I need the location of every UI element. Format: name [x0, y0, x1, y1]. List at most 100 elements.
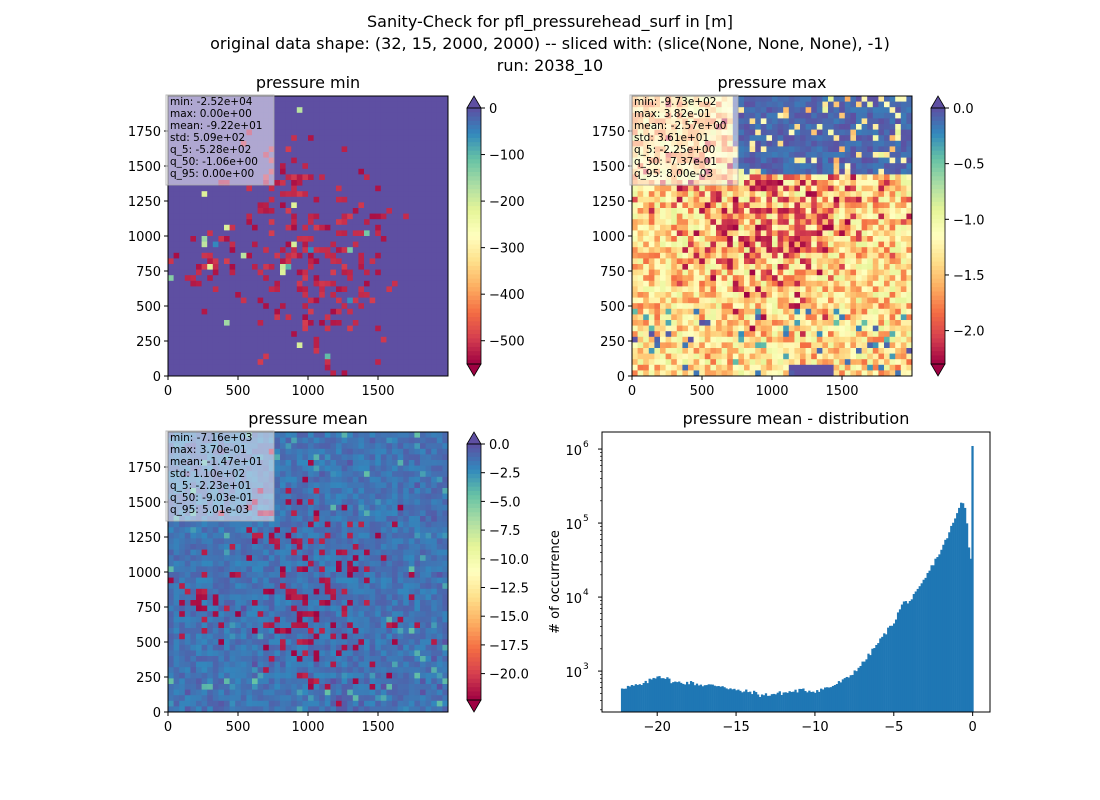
heatmap-cell [408, 258, 415, 265]
heatmap-cell [844, 308, 851, 315]
heatmap-cell [308, 275, 314, 282]
figure-title-line-1: Sanity-Check for pfl_pressurehead_surf i… [367, 12, 733, 31]
heatmap-cell [632, 230, 638, 237]
heatmap-cell [867, 219, 874, 226]
heatmap-cell [173, 275, 180, 282]
heatmap-cell [900, 196, 907, 203]
heatmap-cell [648, 264, 655, 270]
heatmap-cell [844, 202, 851, 209]
heatmap-cell [794, 219, 801, 226]
heatmap-cell [196, 308, 202, 315]
heatmap-cell [856, 325, 862, 332]
heatmap-cell [828, 286, 834, 293]
heatmap-cell [744, 202, 750, 209]
heatmap-cell [375, 168, 382, 175]
heatmap-cell [632, 264, 638, 270]
heatmap-cell [408, 219, 415, 226]
heatmap-cell [760, 275, 767, 282]
heatmap-cell [352, 348, 359, 354]
heatmap-cell [704, 252, 711, 259]
heatmap-cell [257, 241, 264, 248]
heatmap-cell [235, 348, 242, 354]
heatmap-cell [268, 191, 275, 198]
heatmap-cell [783, 353, 790, 360]
heatmap-cell [637, 348, 644, 354]
heatmap-cell [727, 359, 734, 366]
heatmap-cell [280, 269, 286, 276]
heatmap-cell [643, 208, 650, 214]
heatmap-cell [822, 353, 829, 360]
heatmap-cell [895, 174, 902, 181]
heatmap-cell [738, 286, 745, 293]
heatmap-cell [800, 180, 806, 186]
heatmap-cell [392, 208, 398, 214]
heatmap-cell [403, 124, 410, 130]
heatmap-cell [212, 297, 219, 304]
heatmap-cell [688, 202, 694, 209]
heatmap-cell [682, 213, 689, 220]
heatmap-cell [811, 241, 818, 248]
heatmap-cell [196, 325, 202, 332]
heatmap-cell [302, 342, 309, 349]
heatmap-cell [313, 297, 320, 304]
heatmap-cell [654, 208, 661, 214]
heatmap-cell [397, 275, 404, 282]
heatmap-cell [347, 325, 354, 332]
heatmap-cell [783, 280, 790, 287]
heatmap-cell [392, 129, 398, 136]
heatmap-cell [257, 213, 264, 220]
heatmap-cell [336, 185, 342, 192]
heatmap-cell [693, 230, 700, 237]
heatmap-cell [839, 118, 846, 125]
heatmap-cell [431, 180, 438, 186]
heatmap-cell [811, 269, 818, 276]
heatmap-cell [313, 101, 320, 108]
heatmap-cell [369, 241, 376, 248]
heatmap-cell [386, 208, 393, 214]
heatmap-cell [431, 185, 438, 192]
heatmap-cell [207, 208, 214, 214]
heatmap-cell [425, 252, 432, 259]
heatmap-cell [240, 241, 247, 248]
heatmap-cell [347, 353, 354, 360]
heatmap-cell [375, 364, 382, 371]
heatmap-cell [263, 202, 270, 209]
heatmap-cell [268, 336, 275, 343]
heatmap-cell [358, 348, 365, 354]
heatmap-cell [436, 124, 443, 130]
heatmap-cell [895, 157, 902, 164]
heatmap-cell [190, 252, 197, 259]
heatmap-cell [828, 168, 834, 175]
heatmap-cell [710, 258, 717, 265]
heatmap-cell [671, 236, 678, 242]
heatmap-cell [660, 348, 666, 354]
heatmap-cell [436, 297, 443, 304]
heatmap-cell [716, 320, 722, 326]
heatmap-cell [263, 348, 270, 354]
heatmap-cell [285, 208, 292, 214]
heatmap-cell [375, 303, 382, 310]
heatmap-cell [296, 152, 303, 158]
heatmap-cell [442, 118, 449, 125]
colorbar-segment [467, 359, 481, 365]
colorbar-segment [467, 321, 481, 327]
heatmap-cell [676, 275, 683, 282]
heatmap-cell [302, 353, 309, 360]
heatmap-cell [224, 308, 230, 315]
heatmap-cell [800, 174, 806, 181]
heatmap-cell [285, 191, 292, 198]
heatmap-cell [844, 297, 851, 304]
heatmap-cell [794, 280, 801, 287]
heatmap-cell [364, 359, 370, 366]
heatmap-cell [375, 213, 382, 220]
heatmap-cell [212, 320, 219, 326]
heatmap-cell [906, 107, 913, 114]
heatmap-cell [755, 258, 762, 265]
heatmap-cell [867, 129, 874, 136]
heatmap-cell [369, 359, 376, 366]
heatmap-cell [296, 196, 303, 203]
heatmap-cell [816, 196, 823, 203]
heatmap-cell [229, 353, 236, 360]
heatmap-cell [358, 230, 365, 237]
heatmap-cell [856, 196, 862, 203]
